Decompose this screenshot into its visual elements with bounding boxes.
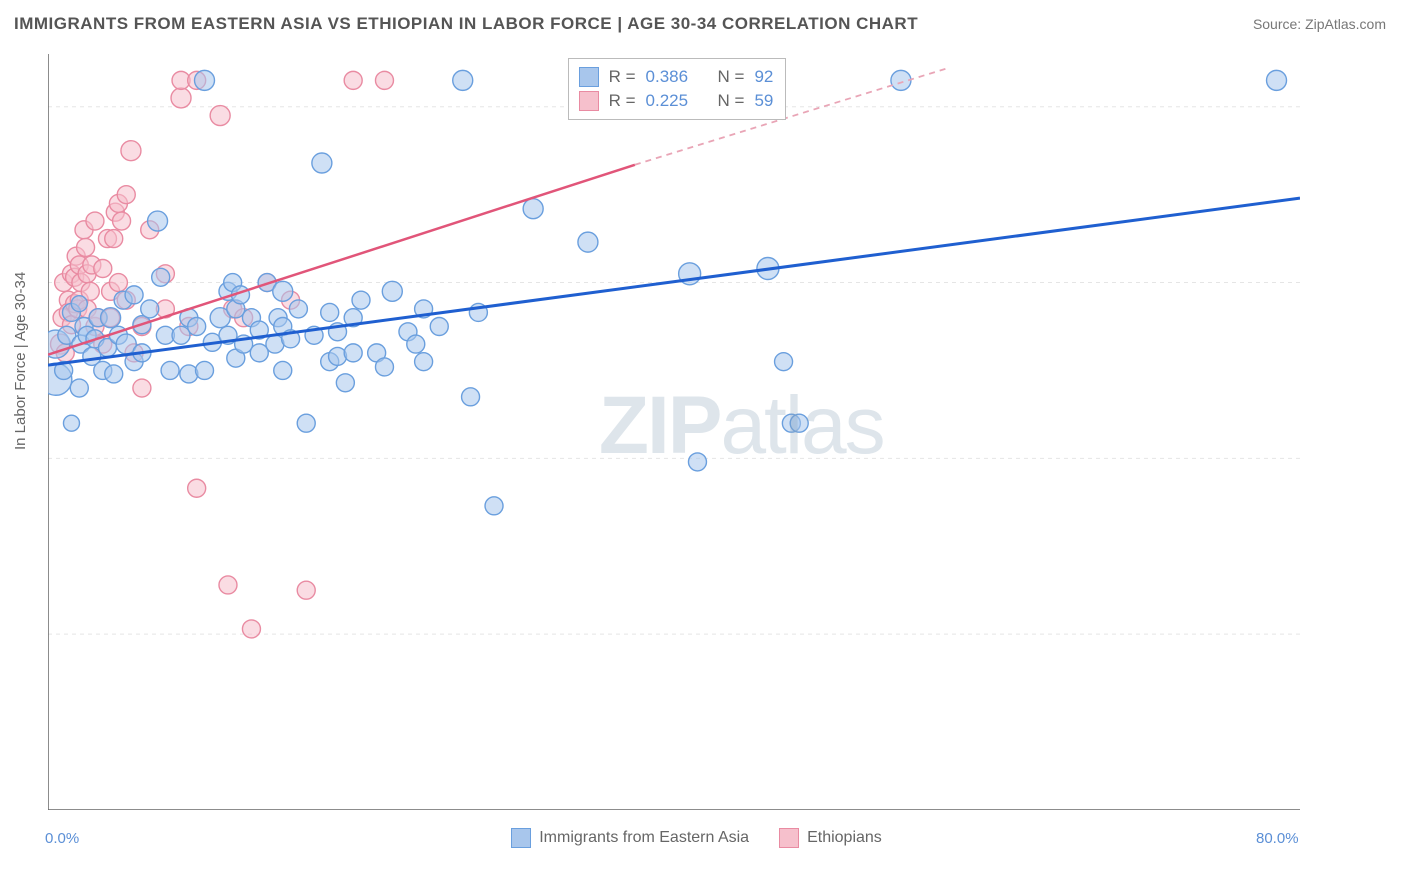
legend-row: R =0.225 N =59 — [579, 89, 774, 113]
legend-swatch — [779, 828, 799, 848]
legend-label: Ethiopians — [807, 829, 882, 847]
source-label: Source: ZipAtlas.com — [1253, 16, 1386, 32]
legend-swatch — [579, 67, 599, 87]
legend-label: Immigrants from Eastern Asia — [539, 829, 749, 847]
scatter-plot — [48, 54, 1300, 810]
chart-title: IMMIGRANTS FROM EASTERN ASIA VS ETHIOPIA… — [14, 14, 918, 34]
y-axis-label: In Labor Force | Age 30-34 — [12, 272, 29, 450]
legend-row: R =0.386 N =92 — [579, 65, 774, 89]
legend-swatch — [511, 828, 531, 848]
legend-swatch — [579, 91, 599, 111]
series-legend: Immigrants from Eastern Asia Ethiopians — [511, 828, 904, 848]
correlation-legend: R =0.386 N =92R =0.225 N =59 — [568, 58, 787, 120]
x-tick-label: 0.0% — [45, 830, 79, 847]
x-tick-label: 80.0% — [1256, 830, 1299, 847]
